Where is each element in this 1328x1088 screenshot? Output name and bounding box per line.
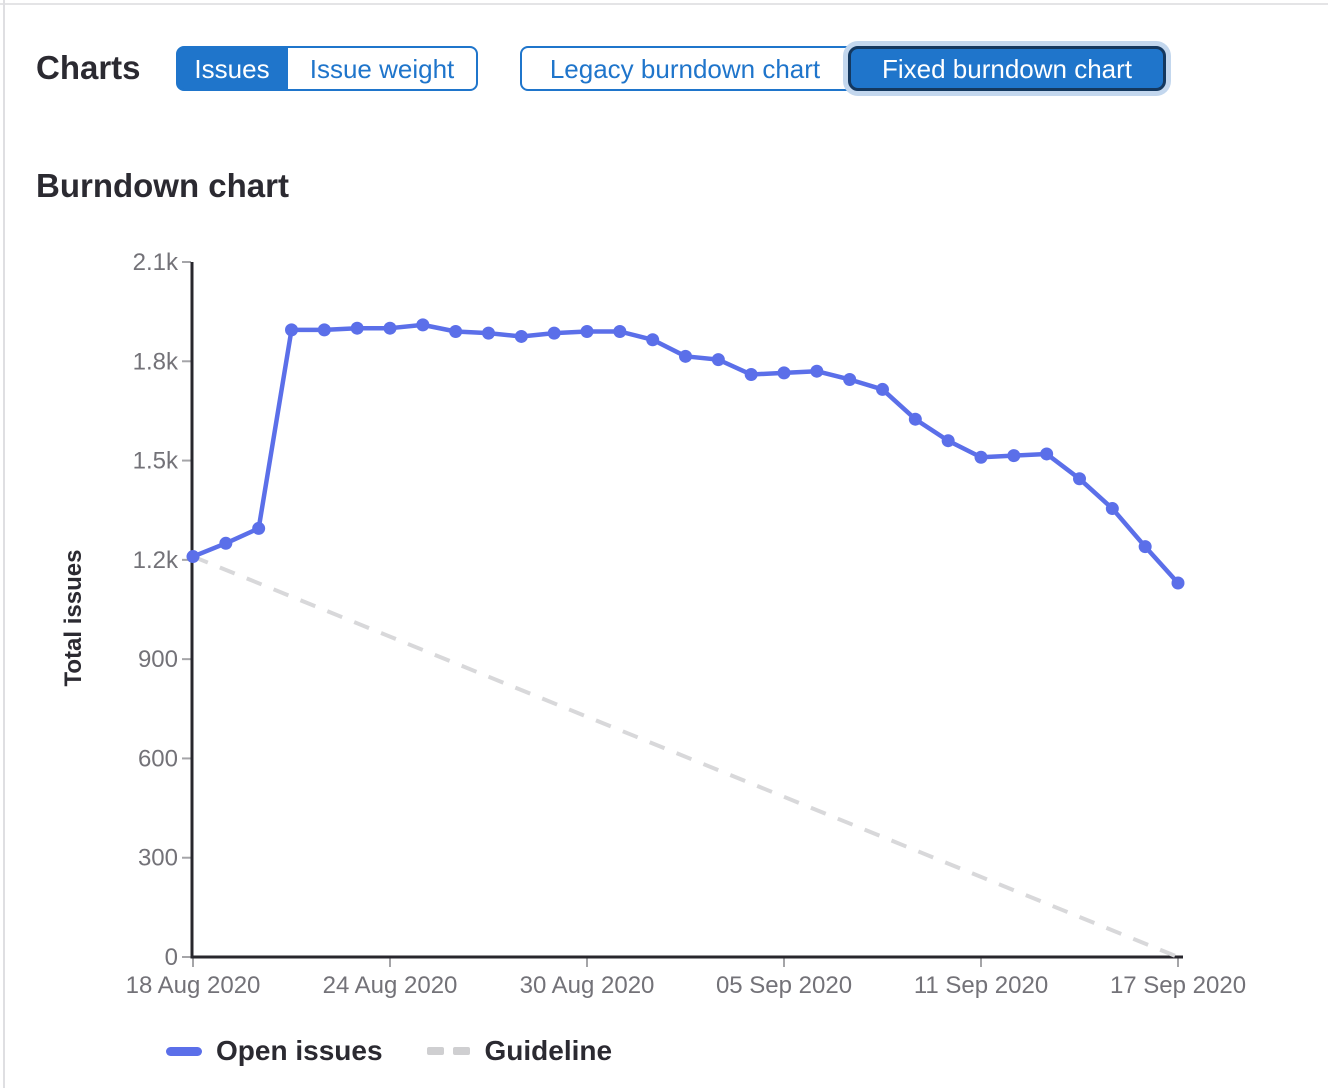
open-issues-data-point[interactable]: [449, 325, 463, 338]
open-issues-data-point[interactable]: [383, 321, 397, 335]
open-issues-data-point[interactable]: [186, 550, 200, 564]
y-axis-tick-label: 1.2k: [133, 547, 179, 574]
open-issues-data-point[interactable]: [252, 521, 266, 535]
open-issues-data-point[interactable]: [646, 333, 660, 347]
legend-open-issues-label: Open issues: [216, 1035, 383, 1066]
chart-title: Burndown chart: [36, 167, 289, 204]
open-issues-data-point[interactable]: [285, 323, 298, 337]
open-issues-data-point[interactable]: [613, 325, 627, 338]
open-issues-data-point[interactable]: [843, 372, 857, 386]
legend-guideline-label: Guideline: [484, 1035, 613, 1066]
x-axis-tick-label: 05 Sep 2020: [716, 972, 852, 999]
open-issues-data-point[interactable]: [777, 366, 791, 380]
open-issues-data-point[interactable]: [416, 318, 430, 332]
legend-item-guideline[interactable]: Guideline: [426, 1035, 613, 1066]
page-title: Charts: [36, 49, 141, 86]
open-issues-data-point[interactable]: [744, 368, 758, 382]
legacy-burndown-chart-button[interactable]: Legacy burndown chart: [520, 46, 850, 91]
open-issues-data-point[interactable]: [580, 325, 594, 338]
open-issues-data-point[interactable]: [1073, 472, 1086, 486]
y-axis-title: Total issues: [60, 550, 87, 687]
open-issues-data-point[interactable]: [711, 353, 725, 367]
legend-item-open-issues[interactable]: Open issues: [166, 1037, 383, 1065]
open-issues-data-point[interactable]: [974, 450, 988, 464]
open-issues-data-point[interactable]: [679, 349, 692, 363]
y-axis-tick-label: 600: [138, 745, 178, 772]
guideline-line: [192, 554, 1179, 959]
y-axis-tick-label: 1.5k: [133, 448, 179, 475]
open-issues-data-point[interactable]: [514, 329, 528, 343]
open-issues-data-point[interactable]: [941, 434, 955, 448]
fixed-burndown-chart-button[interactable]: Fixed burndown chart: [848, 46, 1166, 91]
open-issues-data-point[interactable]: [1138, 540, 1152, 554]
y-axis-tick-label: 0: [165, 944, 178, 971]
panel-left-border: [3, 0, 5, 1088]
open-issues-data-point[interactable]: [482, 326, 495, 340]
open-issues-data-point[interactable]: [547, 326, 561, 340]
y-axis-tick-label: 900: [138, 646, 178, 673]
open-issues-data-point[interactable]: [876, 382, 889, 396]
open-issues-line: [190, 322, 1181, 586]
open-issues-data-point[interactable]: [317, 323, 331, 337]
x-axis-tick-label: 24 Aug 2020: [323, 972, 458, 999]
panel-top-border: [0, 3, 1328, 5]
y-axis-tick-label: 300: [138, 845, 178, 872]
x-axis-tick-label: 11 Sep 2020: [914, 972, 1048, 999]
open-issues-data-point[interactable]: [908, 412, 922, 426]
open-issues-data-point[interactable]: [1007, 449, 1021, 463]
y-axis-tick-label: 1.8k: [133, 348, 179, 375]
guideline-swatch-icon: [426, 1047, 470, 1055]
open-issues-data-point[interactable]: [1105, 502, 1119, 516]
open-issues-data-point[interactable]: [1040, 447, 1054, 461]
x-axis-tick-label: 17 Sep 2020: [1110, 972, 1246, 999]
issues-toggle-button[interactable]: Issues: [176, 46, 288, 91]
metric-toggle-group: Issues Issue weight: [176, 46, 478, 91]
open-issues-data-point[interactable]: [810, 364, 824, 378]
issue-weight-toggle-button[interactable]: Issue weight: [286, 46, 478, 91]
open-issues-swatch-icon: [166, 1046, 202, 1056]
chart-legend: Open issues Guideline: [166, 1032, 612, 1070]
open-issues-data-point[interactable]: [1171, 576, 1185, 590]
open-issues-data-point[interactable]: [219, 536, 233, 550]
open-issues-data-point[interactable]: [350, 321, 364, 335]
x-axis-tick-label: 30 Aug 2020: [520, 972, 655, 999]
chart-version-toggle-group: Legacy burndown chart Fixed burndown cha…: [520, 46, 1166, 91]
y-axis-tick-label: 2.1k: [133, 249, 179, 276]
x-axis-tick-label: 18 Aug 2020: [126, 972, 261, 999]
